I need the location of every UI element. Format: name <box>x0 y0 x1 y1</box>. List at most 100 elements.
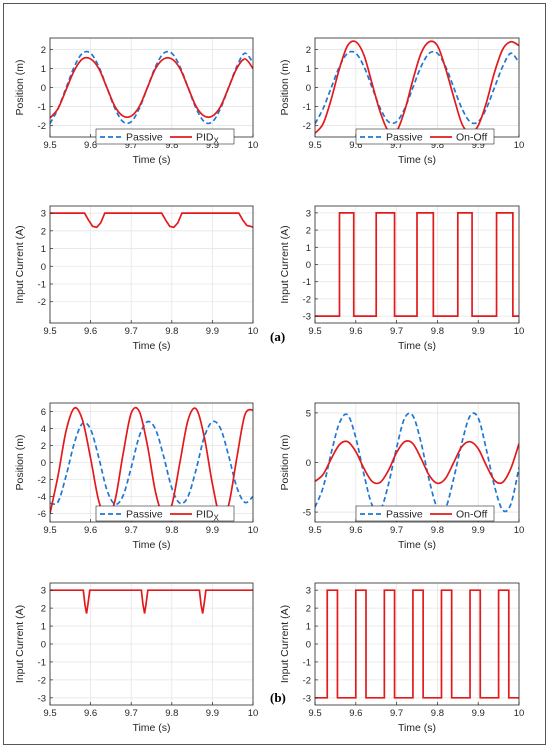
x-tick-label: 9.8 <box>165 708 178 719</box>
x-tick-label: 9.6 <box>84 525 97 536</box>
y-tick-label: 0 <box>41 262 46 273</box>
legend-subscript: X <box>214 137 220 146</box>
x-tick-label: 9.9 <box>472 326 485 337</box>
y-tick-label: 3 <box>306 208 311 219</box>
y-tick-label: 0 <box>306 83 311 94</box>
legend: Passive On-Off <box>355 505 495 522</box>
y-tick-label: 4 <box>41 424 46 435</box>
x-tick-label: 9.6 <box>349 140 362 151</box>
y-tick-label: -3 <box>303 693 311 704</box>
x-axis-label: Time (s) <box>398 154 436 166</box>
x-tick-label: 9.9 <box>472 525 485 536</box>
x-axis-label: Time (s) <box>398 539 436 551</box>
legend-box <box>95 128 235 145</box>
series-line-current <box>315 212 519 317</box>
x-tick-label: 9.9 <box>206 140 219 151</box>
x-tick-label: 9.6 <box>84 140 97 151</box>
figure-frame <box>3 3 546 745</box>
y-tick-label: -1 <box>38 657 46 668</box>
y-tick-label: 1 <box>306 243 311 254</box>
x-tick-label: 9.5 <box>308 326 321 337</box>
y-tick-label: -1 <box>38 280 46 291</box>
legend: Passive PIDX <box>95 128 235 146</box>
x-tick-label: 9.6 <box>349 708 362 719</box>
x-axis-label: Time (s) <box>132 722 170 734</box>
x-tick-label: 9.5 <box>308 525 321 536</box>
y-tick-label: -2 <box>38 121 46 132</box>
x-tick-label: 9.8 <box>165 525 178 536</box>
x-tick-label: 9.6 <box>84 708 97 719</box>
legend: Passive PIDX <box>95 505 235 523</box>
x-tick-label: 9.5 <box>308 140 321 151</box>
series-line-passive <box>50 50 253 125</box>
chart-a-pos-pid: 9.5 9.6 9.7 9.8 9.9 10 -2 -1 0 1 2 Time (s) Position… <box>14 37 259 166</box>
series-line-current <box>50 212 253 229</box>
y-tick-label: 0 <box>41 640 46 651</box>
legend: Passive On-Off <box>355 128 495 145</box>
y-axis-label: Position (m) <box>279 59 291 115</box>
y-tick-label: -5 <box>303 508 311 519</box>
x-tick-label: 9.5 <box>43 708 56 719</box>
x-tick-label: 9.7 <box>125 326 138 337</box>
y-tick-label: 1 <box>41 622 46 633</box>
y-tick-label: 2 <box>306 45 311 56</box>
x-tick-label: 9.7 <box>390 140 403 151</box>
legend-label: Passive <box>126 509 163 521</box>
x-tick-label: 9.7 <box>390 525 403 536</box>
x-tick-label: 9.5 <box>43 326 56 337</box>
y-tick-label: 2 <box>41 45 46 56</box>
chart-a-pos-onoff: 9.5 9.6 9.7 9.8 9.9 10 -2 -1 0 1 2 Time (s) Position… <box>279 37 524 166</box>
y-tick-label: 6 <box>41 407 46 418</box>
x-tick-label: 9.8 <box>431 326 444 337</box>
series-line-current <box>315 589 519 699</box>
y-tick-label: -1 <box>38 102 46 113</box>
y-tick-label: 1 <box>306 64 311 75</box>
y-tick-label: 2 <box>41 604 46 615</box>
y-tick-label: 1 <box>41 244 46 255</box>
x-tick-label: 9.8 <box>431 140 444 151</box>
x-tick-label: 10 <box>248 708 259 719</box>
y-tick-label: -1 <box>303 657 311 668</box>
y-tick-label: 0 <box>306 458 311 469</box>
y-tick-label: 0 <box>306 640 311 651</box>
legend-box <box>355 128 495 145</box>
x-tick-label: 9.5 <box>43 525 56 536</box>
x-axis-label: Time (s) <box>132 539 170 551</box>
x-tick-label: 10 <box>248 140 259 151</box>
x-tick-label: 9.9 <box>206 326 219 337</box>
x-tick-label: 9.9 <box>206 525 219 536</box>
x-tick-label: 10 <box>248 326 259 337</box>
y-tick-label: 0 <box>41 83 46 94</box>
x-axis-label: Time (s) <box>132 154 170 166</box>
plot-area <box>50 206 253 323</box>
legend-label: Passive <box>126 132 163 144</box>
x-tick-label: 9.8 <box>431 708 444 719</box>
y-axis-label: Input Current (A) <box>279 225 291 303</box>
x-tick-label: 9.9 <box>472 140 485 151</box>
y-tick-label: 3 <box>41 586 46 597</box>
x-tick-label: 9.5 <box>308 708 321 719</box>
chart-b-pos-onoff: 9.5 9.6 9.7 9.8 9.9 10 5 0 -5 Time (s) Position (m… <box>279 402 525 551</box>
y-tick-label: -3 <box>303 312 311 323</box>
legend-box <box>355 505 495 522</box>
y-tick-label: 0 <box>306 260 311 271</box>
y-tick-label: 2 <box>41 226 46 237</box>
axes-box <box>49 205 254 324</box>
x-tick-label: 9.7 <box>390 326 403 337</box>
x-tick-label: 10 <box>514 525 525 536</box>
y-tick-label: 0 <box>41 458 46 469</box>
x-tick-label: 10 <box>514 708 525 719</box>
y-axis-label: Input Current (A) <box>14 225 26 303</box>
legend-subscript: X <box>214 514 220 523</box>
y-tick-label: -2 <box>38 297 46 308</box>
legend-label: On-Off <box>456 509 487 521</box>
x-tick-label: 9.8 <box>165 140 178 151</box>
series-line-onoff <box>315 40 519 135</box>
series-line-onoff <box>315 440 519 485</box>
x-tick-label: 9.9 <box>206 708 219 719</box>
series-line-pid <box>50 56 253 119</box>
